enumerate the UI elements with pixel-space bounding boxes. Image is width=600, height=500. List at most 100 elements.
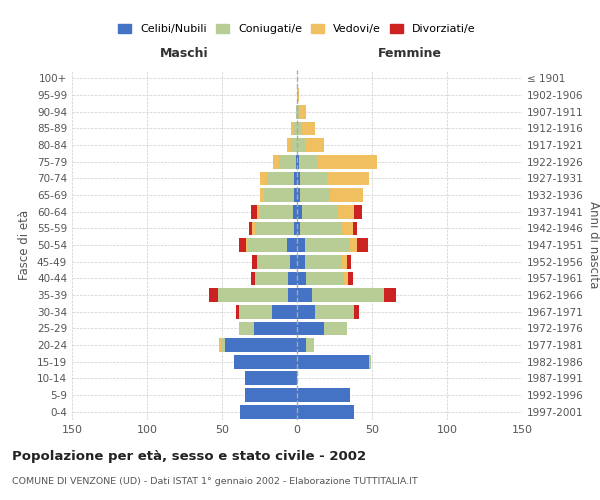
Bar	[294, 122, 297, 135]
Bar	[255, 222, 294, 235]
Bar	[252, 255, 257, 268]
Bar	[219, 338, 221, 352]
Text: Popolazione per età, sesso e stato civile - 2002: Popolazione per età, sesso e stato civil…	[12, 450, 366, 463]
Bar	[255, 272, 288, 285]
Bar	[302, 205, 337, 218]
Bar	[297, 205, 302, 218]
Bar	[264, 188, 294, 202]
Bar	[302, 122, 315, 135]
Bar	[245, 372, 297, 385]
Bar	[260, 172, 267, 185]
Bar	[297, 272, 306, 285]
Bar	[354, 305, 359, 318]
Y-axis label: Anni di nascita: Anni di nascita	[587, 202, 600, 288]
Bar	[234, 355, 297, 368]
Bar	[294, 172, 297, 185]
Bar	[312, 288, 384, 302]
Bar	[299, 105, 306, 118]
Text: Maschi: Maschi	[160, 47, 209, 60]
Bar	[305, 138, 324, 152]
Bar	[300, 172, 327, 185]
Bar	[297, 222, 300, 235]
Bar	[297, 338, 306, 352]
Bar	[293, 205, 297, 218]
Y-axis label: Fasce di età: Fasce di età	[19, 210, 31, 280]
Bar	[273, 155, 279, 168]
Bar	[342, 255, 347, 268]
Bar	[254, 322, 297, 335]
Bar	[249, 222, 252, 235]
Bar	[287, 238, 297, 252]
Bar	[235, 305, 239, 318]
Bar	[221, 338, 225, 352]
Bar	[297, 322, 324, 335]
Bar	[297, 188, 300, 202]
Bar	[343, 272, 348, 285]
Bar	[240, 405, 297, 418]
Bar	[260, 205, 293, 218]
Text: COMUNE DI VENZONE (UD) - Dati ISTAT 1° gennaio 2002 - Elaborazione TUTTITALIA.IT: COMUNE DI VENZONE (UD) - Dati ISTAT 1° g…	[12, 478, 418, 486]
Bar	[357, 238, 367, 252]
Bar	[299, 155, 317, 168]
Bar	[296, 105, 297, 118]
Bar	[248, 238, 287, 252]
Bar	[317, 155, 377, 168]
Bar	[297, 255, 305, 268]
Bar	[251, 205, 257, 218]
Bar	[330, 188, 363, 202]
Bar	[306, 272, 343, 285]
Bar	[209, 288, 218, 302]
Bar	[239, 305, 271, 318]
Bar	[288, 288, 297, 302]
Bar	[324, 322, 347, 335]
Bar	[347, 255, 351, 268]
Bar	[297, 155, 299, 168]
Bar	[239, 322, 254, 335]
Bar	[300, 222, 342, 235]
Bar	[279, 155, 296, 168]
Bar	[297, 388, 349, 402]
Bar	[305, 238, 349, 252]
Legend: Celibi/Nubili, Coniugati/e, Vedovi/e, Divorziati/e: Celibi/Nubili, Coniugati/e, Vedovi/e, Di…	[114, 20, 480, 39]
Bar	[297, 122, 302, 135]
Bar	[297, 88, 299, 102]
Bar	[306, 338, 314, 352]
Bar	[271, 305, 297, 318]
Bar	[296, 155, 297, 168]
Bar	[260, 188, 264, 202]
Bar	[297, 105, 299, 118]
Bar	[349, 238, 357, 252]
Bar	[267, 172, 294, 185]
Bar	[354, 205, 361, 218]
Bar	[384, 288, 396, 302]
Bar	[291, 138, 297, 152]
Bar	[290, 255, 297, 268]
Bar	[369, 355, 371, 368]
Bar	[252, 222, 255, 235]
Bar	[288, 272, 297, 285]
Bar	[300, 188, 330, 202]
Bar	[353, 222, 357, 235]
Bar	[342, 222, 353, 235]
Text: Femmine: Femmine	[377, 47, 442, 60]
Bar	[251, 272, 255, 285]
Bar	[294, 188, 297, 202]
Bar	[291, 122, 294, 135]
Bar	[245, 388, 297, 402]
Bar	[297, 288, 312, 302]
Bar	[287, 138, 291, 152]
Bar	[218, 288, 288, 302]
Bar	[297, 172, 300, 185]
Bar	[297, 138, 305, 152]
Bar	[225, 338, 297, 352]
Bar	[315, 305, 354, 318]
Bar	[305, 255, 342, 268]
Bar	[297, 238, 305, 252]
Bar	[297, 305, 315, 318]
Bar	[246, 238, 248, 252]
Bar	[337, 205, 354, 218]
Bar	[327, 172, 369, 185]
Bar	[294, 222, 297, 235]
Bar	[348, 272, 353, 285]
Bar	[257, 205, 260, 218]
